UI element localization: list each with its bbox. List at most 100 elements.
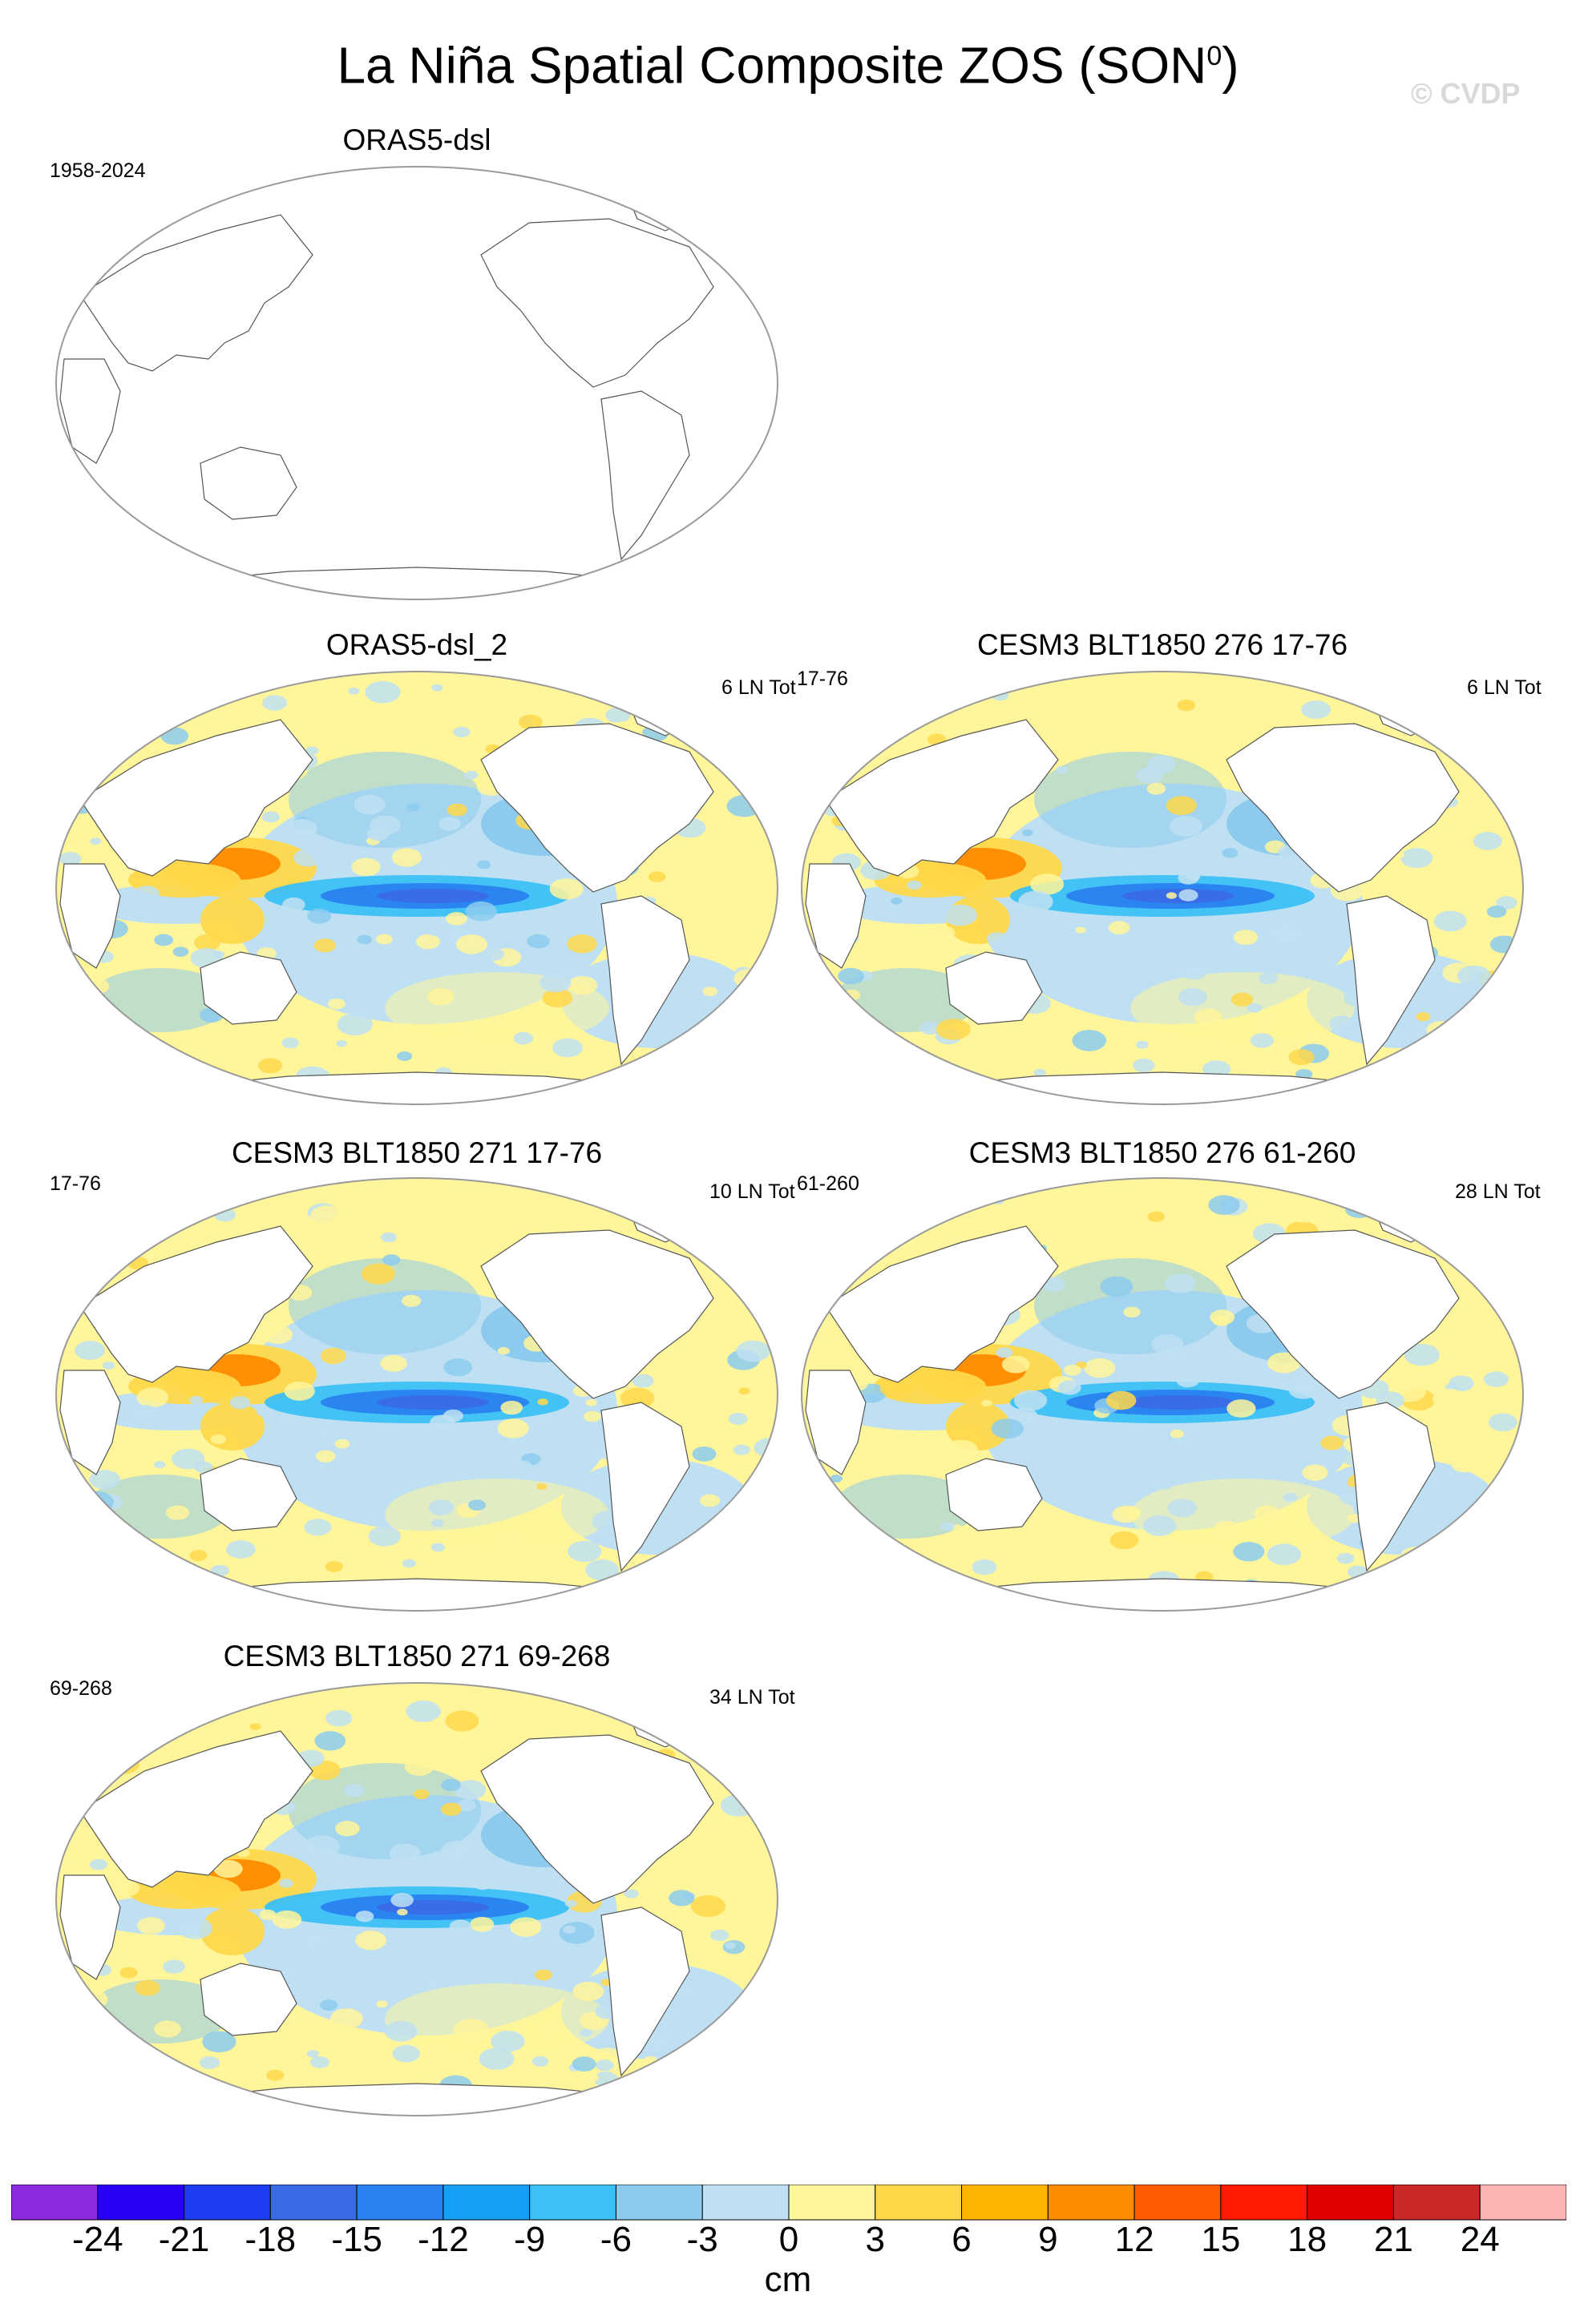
figure-title: La Niña Spatial Composite ZOS (SON0): [337, 36, 1239, 95]
anomaly-speckle: [1030, 874, 1065, 895]
anomaly-speckle: [1072, 1030, 1107, 1051]
anomaly-speckle: [1180, 962, 1209, 980]
anomaly-speckle: [464, 770, 479, 780]
colorbar-swatch: [1134, 2185, 1222, 2221]
anomaly-speckle: [1013, 1390, 1048, 1411]
coastline: [200, 1458, 297, 1531]
anomaly-speckle: [438, 817, 461, 831]
anomaly-speckle: [1420, 865, 1453, 886]
anomaly-speckle: [483, 947, 505, 962]
anomaly-speckle: [1100, 1276, 1134, 1297]
anomaly-speckle: [497, 1346, 510, 1355]
map-outline: [800, 1177, 1525, 1612]
anomaly-speckle: [1133, 1058, 1155, 1072]
anomaly-speckle: [334, 1438, 350, 1449]
anomaly-speckle: [552, 696, 567, 705]
anomaly-speckle: [286, 818, 317, 838]
coastline: [79, 719, 313, 877]
anomaly-speckle: [1451, 1456, 1477, 1473]
anomaly-speckle: [474, 1879, 491, 1890]
anomaly-speckle: [844, 1031, 877, 1052]
anomaly-speckle: [620, 1387, 655, 1410]
anomaly-speckle: [329, 2008, 363, 2029]
anomaly-speckle: [315, 1450, 336, 1463]
anomaly-speckle: [1486, 1046, 1516, 1064]
anomaly-speckle: [686, 2090, 706, 2103]
anomaly-speckle: [542, 988, 573, 1008]
anomaly-speckle: [1167, 1499, 1198, 1518]
anomaly-speckle: [307, 908, 332, 924]
anomaly-speckle: [1230, 992, 1254, 1007]
anomaly-speckle: [531, 2056, 549, 2067]
colorbar-tick-label: 24: [1460, 2220, 1500, 2259]
coastline: [480, 1734, 714, 1904]
anomaly-speckle: [1056, 765, 1069, 774]
anomaly-speckle: [606, 1191, 624, 1203]
anomaly-speckle: [830, 687, 860, 706]
anomaly-speckle: [754, 1059, 778, 1075]
anomaly-speckle: [605, 707, 631, 724]
anomaly-speckle: [258, 1058, 283, 1074]
anomaly-speckle: [392, 2044, 420, 2063]
anomaly-speckle: [134, 886, 160, 902]
cvdp-watermark: © CVDP: [1411, 77, 1521, 110]
anomaly-speckle: [1186, 871, 1201, 881]
anomaly-speckle: [1001, 1355, 1030, 1374]
anomaly-speckle: [1449, 1375, 1474, 1392]
anomaly-speckle: [1084, 1358, 1116, 1378]
coastline: [59, 863, 121, 969]
panel-title: CESM3 BLT1850 271 17-76: [231, 1136, 603, 1169]
anomaly-speckle: [325, 1560, 343, 1572]
anomaly-speckle: [397, 1051, 413, 1061]
anomaly-speckle: [1468, 1252, 1485, 1262]
anomaly-speckle: [567, 934, 597, 954]
anomaly-speckle: [333, 1523, 349, 1533]
anomaly-speckle: [343, 1783, 366, 1797]
coastline: [805, 863, 867, 969]
anomaly-speckle: [327, 998, 346, 1010]
anomaly-speckle: [1233, 930, 1259, 946]
anomaly-speckle: [148, 706, 167, 718]
anomaly-speckle: [441, 1778, 461, 1792]
anomaly-speckle: [535, 1969, 552, 1981]
anomaly-speckle: [172, 946, 189, 957]
anomaly-speckle: [160, 727, 189, 745]
anomaly-speckle: [325, 1709, 353, 1727]
anomaly-speckle: [751, 1718, 764, 1726]
anomaly-speckle: [1177, 699, 1196, 712]
anomaly-speckle: [940, 1522, 955, 1531]
anomaly-speckle: [563, 1925, 576, 1934]
colorbar-swatch: [1047, 2185, 1135, 2221]
anomaly-speckle: [970, 1024, 996, 1041]
colorbar-swatch: [788, 2185, 876, 2221]
anomaly-speckle: [100, 1758, 118, 1769]
anomaly-speckle: [1226, 1399, 1256, 1418]
panel-right-label: 28 LN Tot: [1455, 1180, 1541, 1203]
anomaly-speckle: [1302, 1464, 1328, 1481]
anomaly-speckle: [428, 1499, 455, 1516]
anomaly-speckle: [443, 1358, 473, 1377]
anomaly-speckle: [1057, 1380, 1081, 1395]
anomaly-speckle: [513, 1031, 534, 1045]
anomaly-speckle: [210, 1434, 226, 1445]
anomaly-speckle: [572, 1981, 604, 2002]
anomaly-speckle: [572, 2056, 596, 2072]
map-outline: [800, 671, 1525, 1105]
map-outline: [55, 1682, 779, 2116]
anomaly-region: [385, 1983, 609, 2056]
anomaly-speckle: [1476, 1211, 1501, 1227]
anomaly-speckle: [491, 2030, 525, 2052]
world-map: [800, 1177, 1525, 1612]
anomaly-speckle: [733, 1444, 750, 1455]
anomaly-speckle: [552, 1038, 583, 1058]
anomaly-speckle: [1128, 1190, 1157, 1209]
anomaly-speckle: [1409, 1211, 1432, 1225]
anomaly-speckle: [259, 1909, 277, 1920]
anomaly-speckle: [1495, 1293, 1507, 1300]
anomaly-speckle: [87, 1183, 123, 1206]
coastline: [480, 218, 714, 388]
anomaly-speckle: [595, 2060, 614, 2072]
anomaly-speckle: [426, 926, 442, 936]
anomaly-speckle: [226, 1540, 256, 1559]
anomaly-speckle: [119, 1967, 138, 1979]
